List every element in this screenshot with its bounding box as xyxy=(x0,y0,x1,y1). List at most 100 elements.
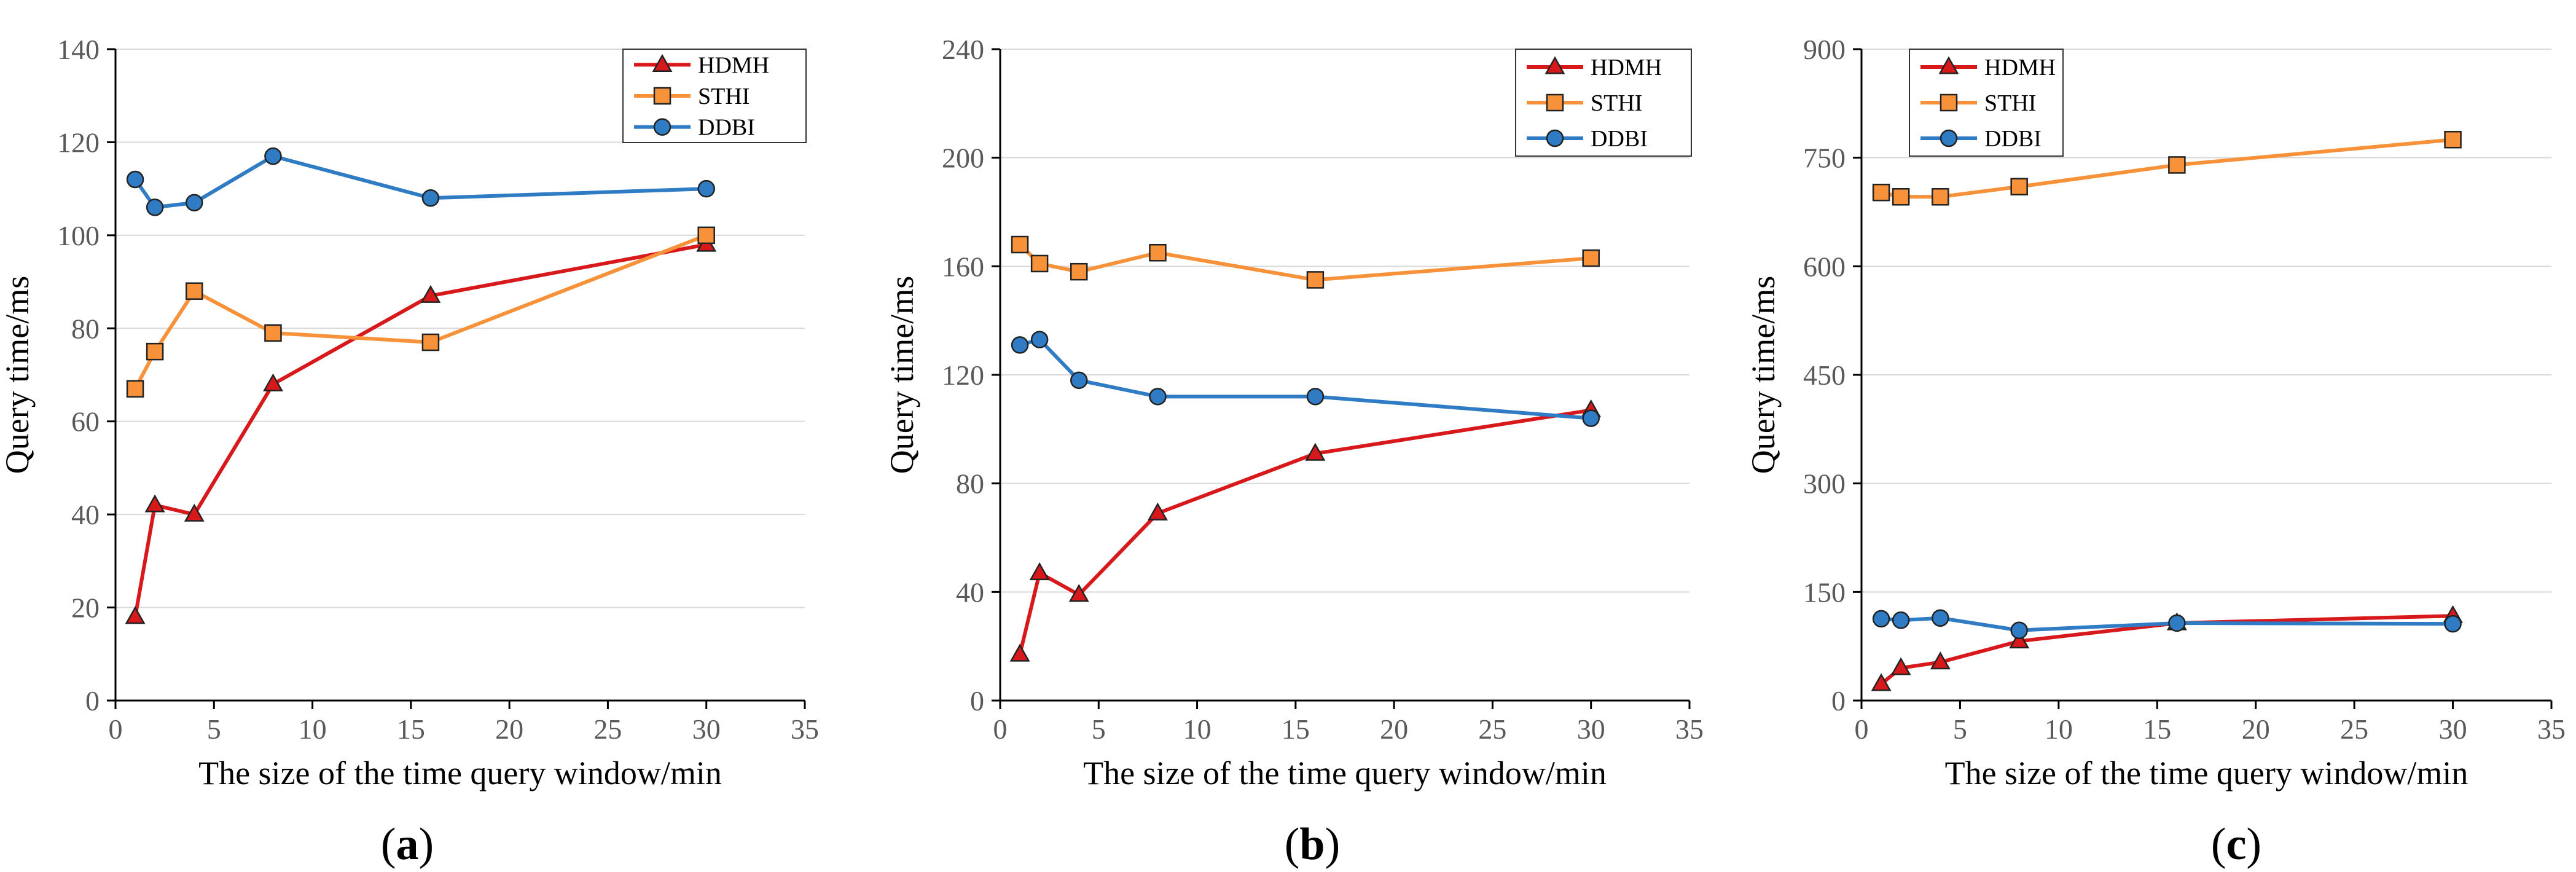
y-tick-label: 40 xyxy=(71,499,100,530)
marker-hdmh-3 xyxy=(1148,502,1168,520)
marker-hdmh-4 xyxy=(1305,442,1326,461)
x-axis-title: The size of the time query window/min xyxy=(1083,755,1607,791)
x-tick-label: 10 xyxy=(2045,713,2073,745)
marker-ddbi-4 xyxy=(1306,388,1325,406)
x-tick-label: 0 xyxy=(1855,713,1869,745)
y-tick-label: 0 xyxy=(970,685,984,717)
marker-ddbi-1 xyxy=(1892,611,1910,629)
legend-label-hdmh: HDMH xyxy=(1591,55,1662,81)
x-tick-label: 25 xyxy=(593,713,622,745)
x-tick-label: 30 xyxy=(2439,713,2467,745)
series-hdmh xyxy=(1871,605,2464,691)
marker-sthi-2 xyxy=(1932,188,1949,206)
series-sthi xyxy=(126,226,715,398)
legend-label-ddbi: DDBI xyxy=(1984,126,2042,152)
chart-c: 0 150 300 450 600 750 900 0 5 10 15 20 25 30 35 The siz… xyxy=(1745,34,2566,870)
marker-sthi-0 xyxy=(1011,235,1029,254)
legend-label-sthi: STHI xyxy=(698,84,750,109)
x-tick-label: 20 xyxy=(1380,713,1408,745)
x-tick-label: 15 xyxy=(1282,713,1310,745)
y-tick-label: 80 xyxy=(71,313,100,344)
marker-legend-ddbi xyxy=(1546,129,1564,147)
marker-sthi-5 xyxy=(2444,130,2462,149)
legend: HDMH STHI DDBI xyxy=(1909,49,2064,157)
marker-ddbi-3 xyxy=(2010,621,2028,640)
chart-b: 0 40 80 120 160 200 240 0 5 10 15 20 25 30 35 The size … xyxy=(883,34,1704,870)
marker-hdmh-0 xyxy=(1871,673,1892,691)
marker-sthi-5 xyxy=(1582,249,1600,267)
x-tick-label: 10 xyxy=(1183,713,1212,745)
marker-hdmh-1 xyxy=(1029,562,1050,581)
marker-sthi-4 xyxy=(2168,156,2186,174)
legend-label-hdmh: HDMH xyxy=(1984,55,2056,81)
x-tick-label: 25 xyxy=(1478,713,1506,745)
marker-hdmh-0 xyxy=(1009,643,1030,662)
y-tick-label: 120 xyxy=(57,127,100,158)
y-tick-label: 120 xyxy=(942,359,984,391)
y-tick-label: 40 xyxy=(956,576,984,608)
panel-label-c: (c) xyxy=(2211,819,2261,870)
marker-ddbi-1 xyxy=(146,198,164,216)
legend-label-hdmh: HDMH xyxy=(698,52,769,78)
y-tick-label: 20 xyxy=(71,592,100,624)
marker-sthi-1 xyxy=(1892,188,1910,206)
y-tick-label: 240 xyxy=(942,34,984,65)
marker-ddbi-5 xyxy=(1582,409,1600,427)
y-tick-label: 600 xyxy=(1803,251,1846,282)
legend: HDMH STHI DDBI xyxy=(1515,49,1692,157)
marker-legend-hdmh xyxy=(1938,56,1959,74)
x-tick-label: 20 xyxy=(2242,713,2270,745)
marker-ddbi-0 xyxy=(126,170,144,189)
marker-legend-ddbi xyxy=(653,118,671,136)
x-tick-label: 35 xyxy=(2537,713,2566,745)
marker-legend-sthi xyxy=(1940,93,1958,112)
marker-sthi-2 xyxy=(1070,262,1088,281)
series-hdmh xyxy=(1009,399,1602,662)
marker-hdmh-3 xyxy=(2009,630,2030,649)
x-tick-label: 0 xyxy=(109,713,123,745)
marker-sthi-3 xyxy=(2010,178,2028,196)
marker-hdmh-1 xyxy=(1890,657,1911,675)
marker-hdmh-2 xyxy=(1930,651,1951,670)
legend-label-sthi: STHI xyxy=(1591,90,1642,116)
marker-hdmh-2 xyxy=(184,503,205,522)
marker-ddbi-0 xyxy=(1011,336,1029,354)
x-tick-label: 5 xyxy=(1092,713,1106,745)
marker-ddbi-2 xyxy=(1932,609,1949,627)
series-line-hdmh xyxy=(133,243,707,618)
y-tick-label: 200 xyxy=(942,143,984,174)
y-tick-label: 150 xyxy=(1803,576,1846,608)
x-tick-label: 35 xyxy=(791,713,819,745)
series-ddbi xyxy=(1011,331,1600,427)
legend: HDMH STHI DDBI xyxy=(622,49,807,143)
marker-ddbi-3 xyxy=(264,147,282,165)
x-tick-label: 25 xyxy=(2340,713,2368,745)
marker-sthi-1 xyxy=(146,342,164,361)
marker-ddbi-5 xyxy=(2444,615,2462,633)
marker-legend-ddbi xyxy=(1940,129,1958,147)
series-hdmh xyxy=(125,234,717,624)
series-line-hdmh xyxy=(1018,408,1592,655)
x-tick-label: 5 xyxy=(1953,713,1967,745)
y-tick-label: 80 xyxy=(956,468,984,500)
y-tick-label: 60 xyxy=(71,406,100,438)
chart-a: 0 20 40 60 80 100 120 140 0 5 10 15 20 25 30 35 The size… xyxy=(0,34,819,870)
x-tick-label: 35 xyxy=(1675,713,1704,745)
series-line-ddbi xyxy=(133,154,707,210)
series-ddbi xyxy=(126,147,715,216)
y-tick-label: 750 xyxy=(1803,143,1846,174)
legend-label-ddbi: DDBI xyxy=(698,115,755,141)
series-line-sthi xyxy=(1018,243,1591,282)
marker-ddbi-2 xyxy=(1070,371,1088,390)
series-sthi xyxy=(1872,130,2462,206)
marker-ddbi-4 xyxy=(2168,614,2186,632)
panel-label-b: (b) xyxy=(1285,819,1340,870)
marker-sthi-0 xyxy=(1872,183,1890,202)
y-tick-label: 300 xyxy=(1803,468,1846,500)
y-tick-label: 450 xyxy=(1803,359,1846,391)
x-tick-label: 10 xyxy=(299,713,327,745)
x-tick-label: 30 xyxy=(692,713,721,745)
marker-hdmh-1 xyxy=(144,494,165,513)
x-tick-label: 15 xyxy=(397,713,425,745)
panel-label-a: (a) xyxy=(381,819,434,870)
